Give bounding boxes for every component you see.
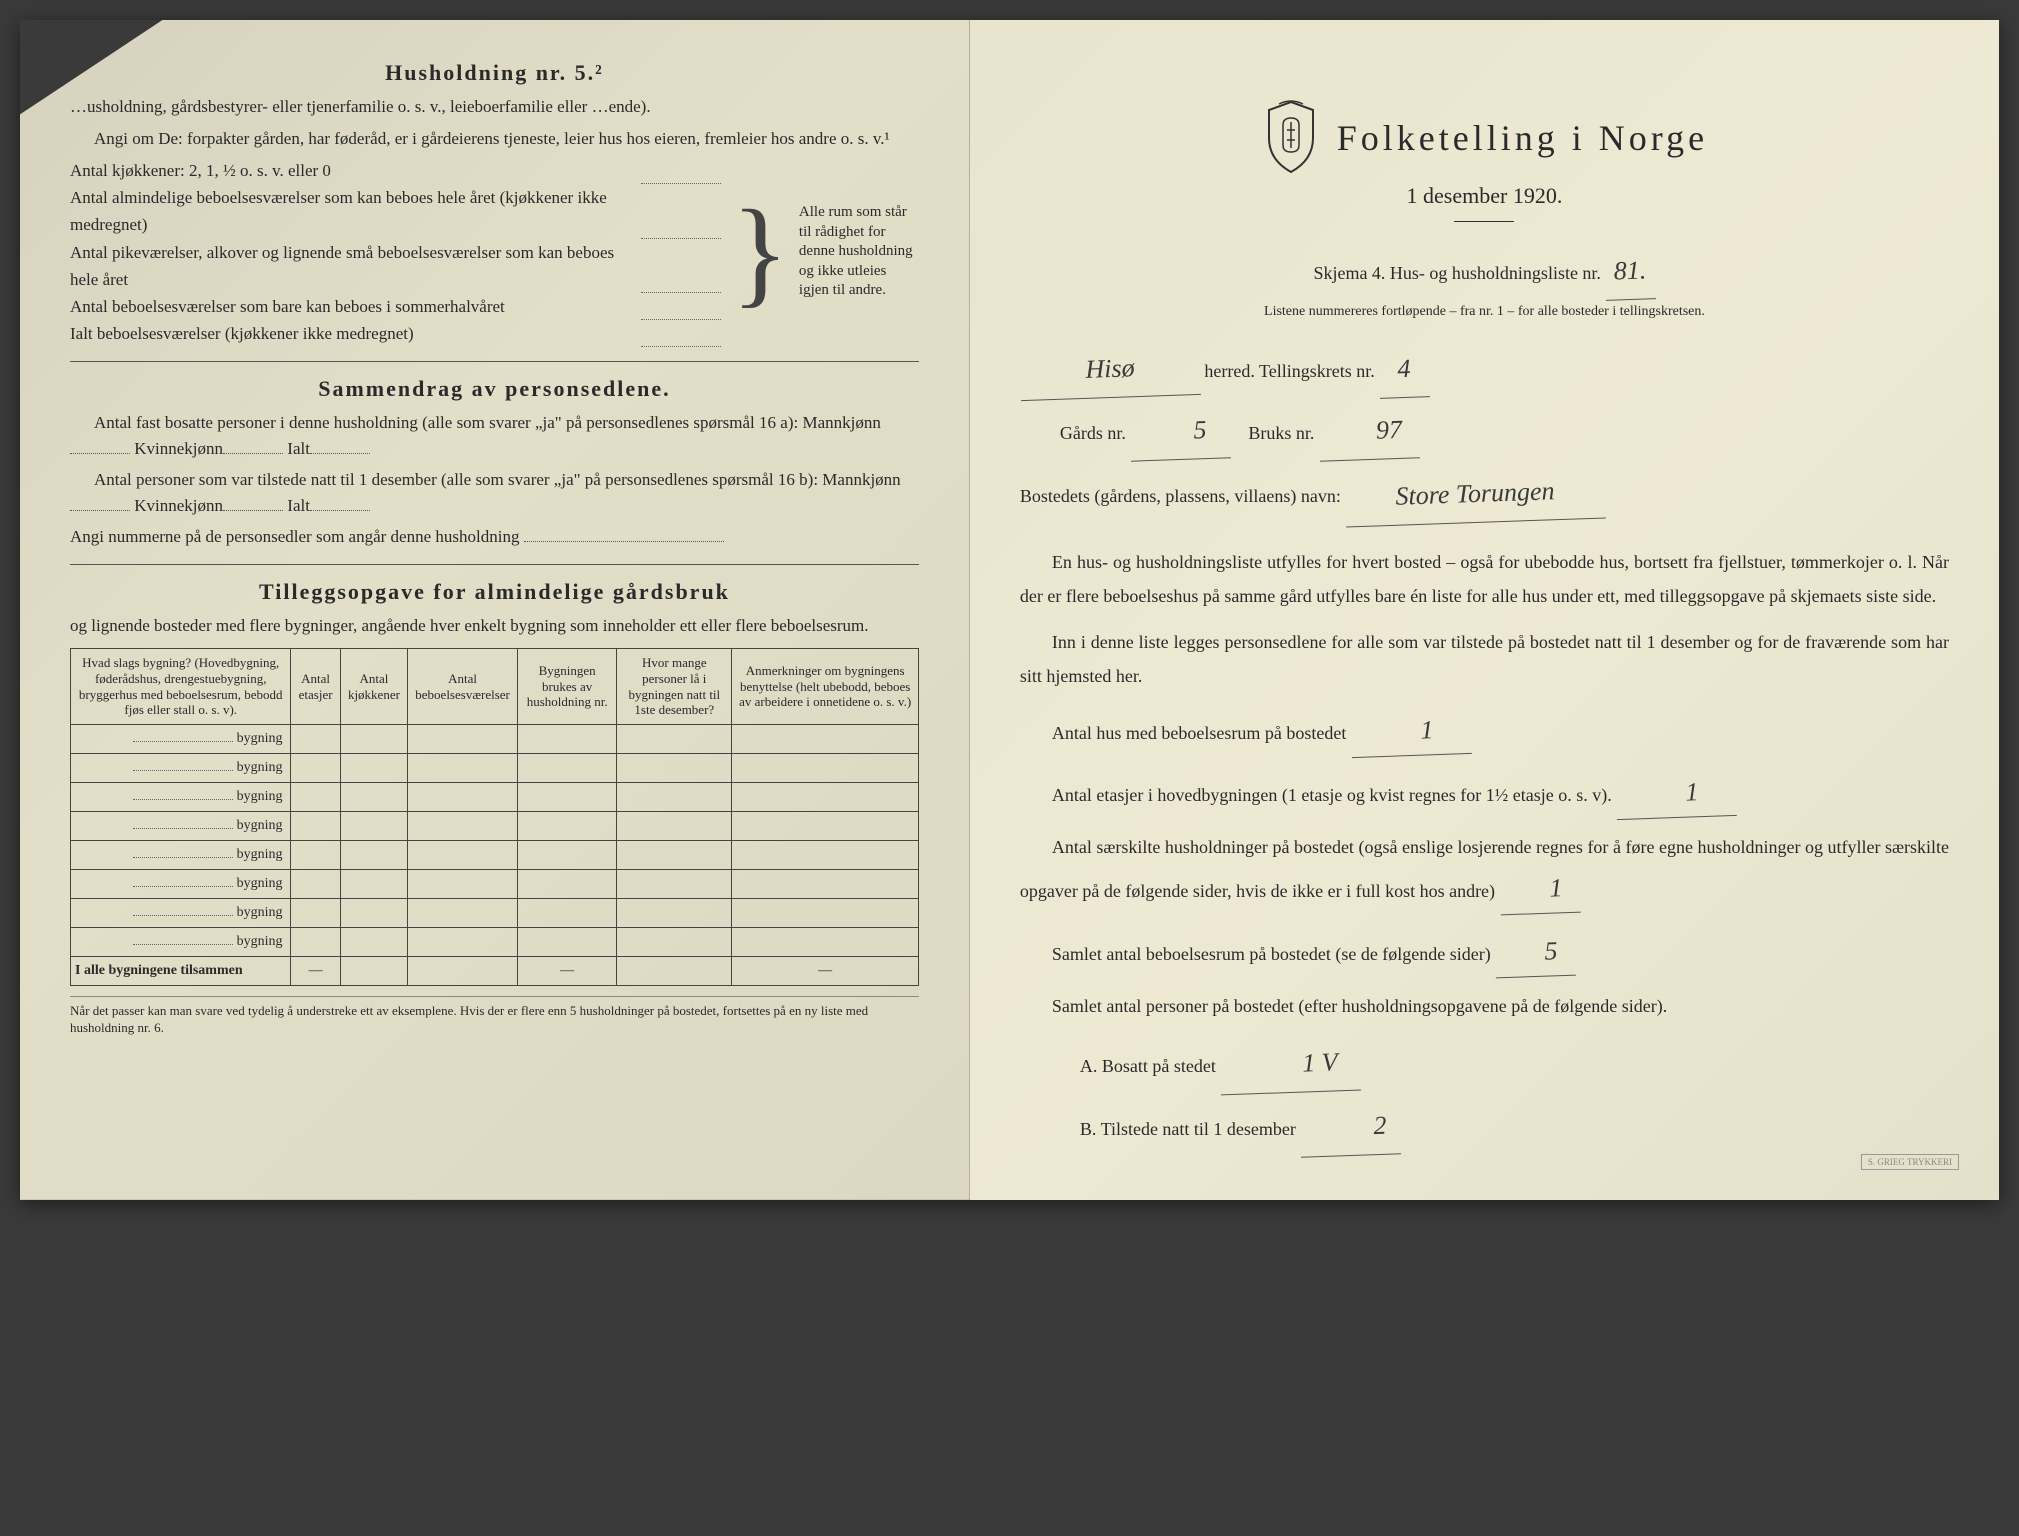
right-page: Folketelling i Norge 1 desember 1920. Sk… <box>970 20 1999 1200</box>
th-6: Anmerkninger om bygningens benyttelse (h… <box>732 649 919 724</box>
title-block: Folketelling i Norge 1 desember 1920. <box>1020 100 1949 222</box>
table-row: bygning <box>71 927 919 956</box>
bosted-line: Bostedets (gårdens, plassens, villaens) … <box>1020 465 1949 523</box>
gards-nr: 5 <box>1129 401 1231 463</box>
q3: Antal særskilte husholdninger på bostede… <box>1020 830 1949 915</box>
th-3: Antal beboelsesværelser <box>408 649 518 724</box>
th-2: Antal kjøkkener <box>340 649 407 724</box>
q4-val: 5 <box>1494 925 1576 978</box>
herred-value: Hisø <box>1019 337 1201 401</box>
table-row: bygning <box>71 869 919 898</box>
q1: Antal hus med beboelsesrum på bostedet 1 <box>1020 706 1949 756</box>
list-note: Listene nummereres fortløpende – fra nr.… <box>1020 304 1949 320</box>
sammendrag-2: Antal personer som var tilstede natt til… <box>70 467 919 518</box>
table-row: bygning <box>71 811 919 840</box>
sammendrag-1: Antal fast bosatte personer i denne hush… <box>70 410 919 461</box>
sammendrag-title: Sammendrag av personsedlene. <box>70 376 919 402</box>
table-row: bygning <box>71 724 919 753</box>
bosted-value: Store Torungen <box>1344 460 1606 527</box>
q1-val: 1 <box>1350 703 1472 758</box>
q3-val: 1 <box>1499 863 1581 916</box>
footnote: Når det passer kan man svare ved tydelig… <box>70 996 919 1037</box>
subtitle: 1 desember 1920. <box>1020 183 1949 209</box>
table-row: bygning <box>71 753 919 782</box>
room-line-2: Antal pikeværelser, alkover og lignende … <box>70 239 633 293</box>
room-line-3: Antal beboelsesværelser som bare kan beb… <box>70 293 633 320</box>
intro-2: Angi om De: forpakter gården, har føderå… <box>70 126 919 152</box>
document-spread: Husholdning nr. 5.² …usholdning, gårdsbe… <box>20 20 1999 1200</box>
room-line-4: Ialt beboelsesværelser (kjøkkener ikke m… <box>70 320 633 347</box>
q5a: A. Bosatt på stedet 1 V <box>1020 1035 1949 1093</box>
q5-intro: Samlet antal personer på bostedet (efter… <box>1020 989 1949 1023</box>
intro-1: …usholdning, gårdsbestyrer- eller tjener… <box>70 94 919 120</box>
q5a-val: 1 V <box>1219 1033 1361 1096</box>
tillegg-title: Tilleggsopgave for almindelige gårdsbruk <box>70 579 919 605</box>
total-label: I alle bygningene tilsammen <box>71 956 291 985</box>
brace-note: Alle rum som står til rådighet for denne… <box>799 203 919 301</box>
th-5: Hvor mange personer lå i bygningen natt … <box>617 649 732 724</box>
coat-of-arms-icon <box>1261 100 1321 175</box>
q4: Samlet antal beboelsesrum på bostedet (s… <box>1020 927 1949 977</box>
table-row: bygning <box>71 898 919 927</box>
tellingskrets-nr: 4 <box>1378 339 1430 399</box>
herred-line: Hisø herred. Tellingskrets nr. 4 <box>1020 340 1949 398</box>
sammendrag-3: Angi nummerne på de personsedler som ang… <box>70 524 919 550</box>
husholdning-title: Husholdning nr. 5.² <box>70 60 919 86</box>
q2: Antal etasjer i hovedbygningen (1 etasje… <box>1020 768 1949 818</box>
th-1: Antal etasjer <box>291 649 340 724</box>
gards-line: Gårds nr. 5 Bruks nr. 97 <box>1020 402 1949 460</box>
table-row: bygning <box>71 840 919 869</box>
tillegg-sub: og lignende bosteder med flere bygninger… <box>70 613 919 639</box>
skjema-nr: 81. <box>1604 241 1656 301</box>
room-line-0: Antal kjøkkener: 2, 1, ½ o. s. v. eller … <box>70 157 633 184</box>
rooms-block: Antal kjøkkener: 2, 1, ½ o. s. v. eller … <box>70 157 919 347</box>
room-line-1: Antal almindelige beboelsesværelser som … <box>70 184 633 238</box>
skjema-line: Skjema 4. Hus- og husholdningsliste nr. … <box>1020 242 1949 300</box>
q5b-val: 2 <box>1299 1096 1401 1158</box>
farm-table: Hvad slags bygning? (Hovedbygning, føder… <box>70 648 919 985</box>
main-title: Folketelling i Norge <box>1337 117 1708 159</box>
left-page: Husholdning nr. 5.² …usholdning, gårdsbe… <box>20 20 970 1200</box>
table-row: bygning <box>71 782 919 811</box>
para-1: En hus- og husholdningsliste utfylles fo… <box>1020 545 1949 613</box>
bruks-nr: 97 <box>1318 401 1420 463</box>
q5b: B. Tilstede natt til 1 desember 2 <box>1020 1098 1949 1156</box>
th-4: Bygningen brukes av husholdning nr. <box>518 649 617 724</box>
q2-val: 1 <box>1615 766 1737 821</box>
printer-stamp: S. GRIEG TRYKKERI <box>1861 1154 1959 1170</box>
brace-icon: } <box>731 198 789 306</box>
para-2: Inn i denne liste legges personsedlene f… <box>1020 625 1949 693</box>
th-0: Hvad slags bygning? (Hovedbygning, føder… <box>71 649 291 724</box>
